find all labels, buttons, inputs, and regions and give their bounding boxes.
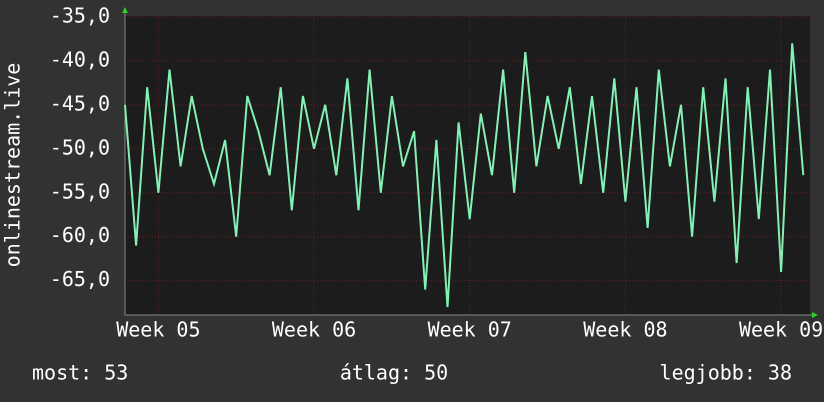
footer-best: legjobb: 38 — [660, 361, 792, 385]
y-tick-label: -65,0 — [50, 267, 110, 291]
data-line — [124, 43, 805, 308]
x-tick-label: Week 07 — [428, 318, 512, 342]
footer-current: most: 53 — [32, 361, 128, 385]
y-arrow — [122, 7, 128, 13]
x-tick-label: Week 05 — [116, 318, 200, 342]
y-tick-label: -45,0 — [50, 91, 110, 115]
x-tick-label: Week 06 — [272, 318, 356, 342]
y-axis-label: onlinestream.live — [1, 63, 25, 268]
plot-area — [125, 16, 810, 315]
x-arrow — [812, 312, 818, 318]
y-tick-label: -55,0 — [50, 179, 110, 203]
x-tick-label: Week 08 — [583, 318, 667, 342]
x-tick-label: Week 09 — [739, 318, 823, 342]
y-tick-label: -35,0 — [50, 3, 110, 27]
y-tick-label: -60,0 — [50, 223, 110, 247]
footer-average: átlag: 50 — [340, 361, 448, 385]
y-tick-label: -40,0 — [50, 47, 110, 71]
y-tick-label: -50,0 — [50, 135, 110, 159]
